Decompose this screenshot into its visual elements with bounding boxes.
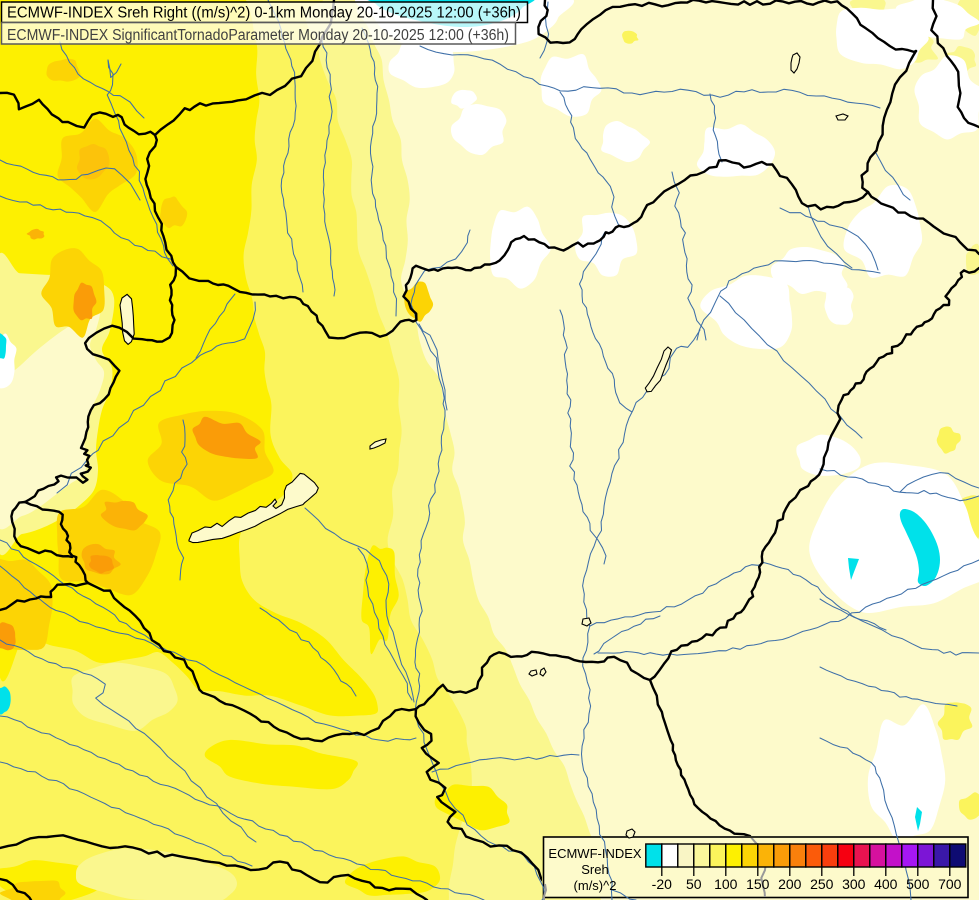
svg-text:400: 400: [874, 876, 898, 892]
svg-text:ECMWF-INDEX: ECMWF-INDEX: [548, 846, 641, 861]
svg-text:200: 200: [778, 876, 802, 892]
svg-text:Sreh: Sreh: [581, 862, 608, 877]
svg-text:100: 100: [714, 876, 738, 892]
svg-text:(m/s)^2: (m/s)^2: [574, 878, 617, 893]
svg-text:300: 300: [842, 876, 866, 892]
svg-text:150: 150: [746, 876, 770, 892]
svg-text:700: 700: [938, 876, 962, 892]
svg-text:500: 500: [906, 876, 930, 892]
svg-text:50: 50: [686, 876, 702, 892]
svg-text:-20: -20: [652, 876, 672, 892]
svg-text:ECMWF-INDEX SignificantTornado: ECMWF-INDEX SignificantTornadoParameter …: [7, 27, 509, 44]
svg-text:250: 250: [810, 876, 834, 892]
svg-text:ECMWF-INDEX Sreh Right ((m/s)^: ECMWF-INDEX Sreh Right ((m/s)^2) 0-1km M…: [7, 5, 521, 22]
